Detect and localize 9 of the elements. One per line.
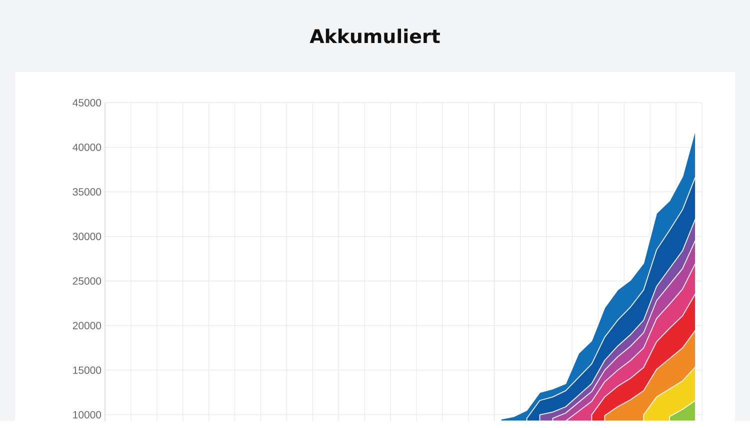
y-tick-label: 15000 <box>73 366 102 374</box>
y-tick-label: 40000 <box>72 144 102 152</box>
y-tick-label: 30000 <box>72 232 102 240</box>
y-tick-label: 45000 <box>72 99 102 106</box>
chart-title: Akkumuliert <box>310 28 440 44</box>
y-tick-label: 35000 <box>72 188 102 196</box>
y-tick-label: 25000 <box>72 277 102 285</box>
y-tick-label: 20000 <box>72 322 102 330</box>
y-tick-label: 10000 <box>73 411 102 419</box>
